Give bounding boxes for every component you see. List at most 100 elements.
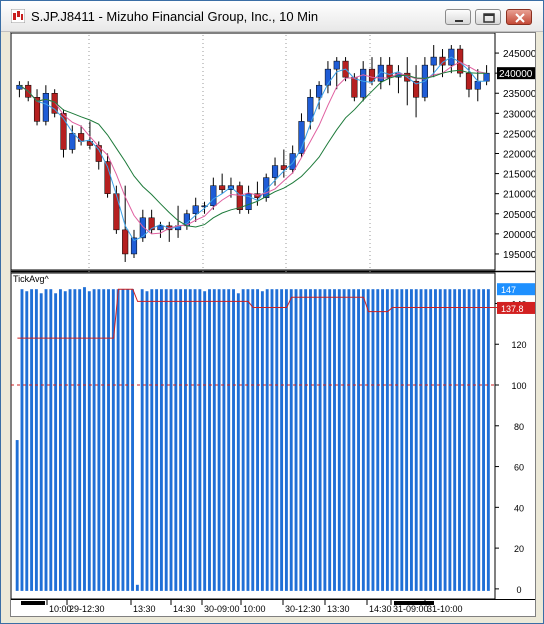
- tick-bar[interactable]: [208, 289, 211, 591]
- tick-bar[interactable]: [409, 289, 413, 591]
- tick-bar[interactable]: [198, 289, 202, 591]
- candle[interactable]: [78, 133, 85, 142]
- candle[interactable]: [104, 161, 111, 194]
- candle[interactable]: [113, 193, 120, 231]
- candle[interactable]: [307, 97, 314, 122]
- tick-bar[interactable]: [73, 289, 77, 591]
- tick-bar[interactable]: [395, 289, 399, 591]
- tick-bar[interactable]: [347, 289, 351, 591]
- tick-bar[interactable]: [337, 289, 341, 591]
- candle[interactable]: [201, 205, 208, 207]
- tick-bar[interactable]: [458, 289, 461, 591]
- tick-bar[interactable]: [294, 289, 298, 591]
- tick-bar[interactable]: [477, 289, 481, 591]
- tick-bar[interactable]: [270, 289, 274, 591]
- close-button[interactable]: [506, 9, 532, 25]
- tick-bar[interactable]: [366, 289, 370, 591]
- tick-bar[interactable]: [443, 289, 447, 591]
- tick-bar[interactable]: [87, 291, 91, 591]
- candle[interactable]: [219, 185, 226, 190]
- tick-bar[interactable]: [97, 289, 101, 591]
- tick-bar[interactable]: [140, 289, 144, 591]
- tick-bar[interactable]: [58, 289, 62, 591]
- tick-bar[interactable]: [352, 289, 356, 591]
- tick-bar[interactable]: [236, 293, 240, 591]
- candle[interactable]: [263, 177, 270, 198]
- tick-bar[interactable]: [193, 289, 197, 591]
- candle[interactable]: [95, 145, 102, 162]
- maximize-button[interactable]: [475, 9, 501, 25]
- candle[interactable]: [474, 80, 481, 90]
- tick-bar[interactable]: [453, 289, 457, 591]
- candle[interactable]: [289, 153, 296, 170]
- candle[interactable]: [360, 68, 367, 98]
- candle[interactable]: [130, 237, 138, 255]
- tick-bar[interactable]: [121, 289, 125, 591]
- tick-bar[interactable]: [361, 289, 365, 591]
- tick-bar[interactable]: [275, 289, 279, 591]
- tick-bar[interactable]: [448, 289, 452, 591]
- tick-bar[interactable]: [30, 289, 34, 591]
- candle[interactable]: [236, 185, 243, 211]
- tick-bar[interactable]: [49, 289, 53, 591]
- candle[interactable]: [298, 121, 305, 154]
- candle[interactable]: [316, 84, 323, 98]
- candle[interactable]: [139, 217, 146, 239]
- tick-bar[interactable]: [299, 289, 303, 591]
- candle[interactable]: [430, 56, 437, 66]
- tick-bar[interactable]: [188, 289, 192, 591]
- candle[interactable]: [69, 133, 76, 150]
- tick-bar[interactable]: [405, 289, 409, 591]
- candle[interactable]: [157, 225, 164, 231]
- tick-bar[interactable]: [376, 289, 380, 591]
- tick-bar[interactable]: [116, 289, 120, 591]
- tick-bar[interactable]: [68, 289, 72, 591]
- tick-bar[interactable]: [284, 289, 288, 591]
- tick-bar[interactable]: [304, 289, 308, 591]
- title-bar[interactable]: S.JP.J8411 - Mizuho Financial Group, Inc…: [1, 1, 543, 32]
- tick-bar[interactable]: [246, 289, 250, 591]
- tick-bar[interactable]: [131, 289, 134, 591]
- tick-bar[interactable]: [92, 289, 96, 591]
- candle[interactable]: [465, 72, 473, 90]
- tick-bar[interactable]: [289, 289, 293, 591]
- tick-bar[interactable]: [438, 289, 442, 591]
- tick-bar[interactable]: [78, 289, 82, 591]
- tick-bar[interactable]: [342, 289, 346, 591]
- tick-bar[interactable]: [467, 289, 471, 591]
- candle[interactable]: [42, 92, 49, 122]
- tick-bar[interactable]: [83, 287, 86, 591]
- tick-bar[interactable]: [34, 289, 38, 591]
- tick-bar[interactable]: [333, 289, 336, 591]
- tick-bar[interactable]: [126, 289, 130, 591]
- tick-bar[interactable]: [251, 289, 255, 591]
- tick-bar[interactable]: [20, 289, 24, 591]
- chart-canvas[interactable]: 245000 240000 235000 230000 225000 220000 2150…: [10, 32, 537, 616]
- candle[interactable]: [245, 193, 252, 211]
- tick-bar[interactable]: [179, 289, 183, 591]
- tick-bar[interactable]: [419, 289, 423, 591]
- tick-bar[interactable]: [174, 289, 178, 591]
- tick-bar[interactable]: [25, 291, 29, 591]
- tick-bar[interactable]: [385, 289, 389, 591]
- candle[interactable]: [60, 113, 67, 150]
- tick-bar[interactable]: [241, 289, 245, 591]
- tick-bar[interactable]: [232, 289, 235, 591]
- tick-bar[interactable]: [462, 289, 466, 591]
- candle[interactable]: [271, 165, 279, 178]
- tick-bar[interactable]: [184, 289, 187, 591]
- tick-bar[interactable]: [102, 289, 106, 591]
- tick-bar[interactable]: [227, 289, 231, 591]
- tick-bar[interactable]: [328, 289, 332, 591]
- candle[interactable]: [51, 92, 58, 114]
- tick-bar[interactable]: [381, 289, 385, 591]
- tick-bar[interactable]: [39, 293, 43, 591]
- tick-bar[interactable]: [400, 289, 404, 591]
- tick-bar[interactable]: [256, 289, 260, 591]
- tick-pane[interactable]: TickAvg^140120100806040200147137.8: [10, 272, 535, 600]
- tick-bar[interactable]: [429, 289, 433, 591]
- tick-bar[interactable]: [145, 291, 149, 591]
- tick-bar[interactable]: [482, 289, 485, 591]
- candle[interactable]: [351, 76, 358, 98]
- tick-bar[interactable]: [44, 289, 48, 591]
